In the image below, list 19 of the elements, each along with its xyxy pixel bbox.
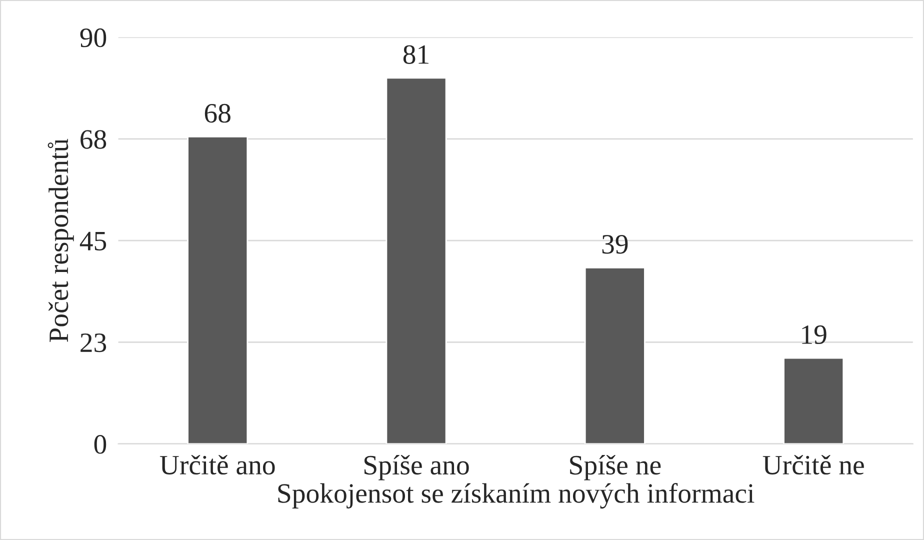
x-axis-title: Spokojensot se získaním nových informaci <box>278 483 754 509</box>
x-tick-label: Určitě ano <box>160 454 275 475</box>
x-tick-label: Určitě ne <box>762 454 864 475</box>
y-tick-label: 23 <box>80 333 106 352</box>
data-label: 39 <box>602 235 628 254</box>
x-tick-label: Spíše ne <box>570 454 661 480</box>
y-axis-title: Počet respondentů <box>48 138 74 342</box>
y-tick-label: 45 <box>80 232 106 250</box>
data-label: 68 <box>204 104 230 123</box>
y-tick-label: 68 <box>80 130 106 149</box>
bar <box>584 266 646 444</box>
bar <box>187 136 248 444</box>
data-label: 19 <box>802 325 826 344</box>
y-tick-label: 0 <box>94 435 106 454</box>
x-tick-label: Spíše ano <box>364 454 469 480</box>
data-label: 81 <box>403 45 428 64</box>
bar <box>783 357 844 444</box>
y-tick-label: 90 <box>80 28 106 48</box>
bar <box>386 77 447 444</box>
